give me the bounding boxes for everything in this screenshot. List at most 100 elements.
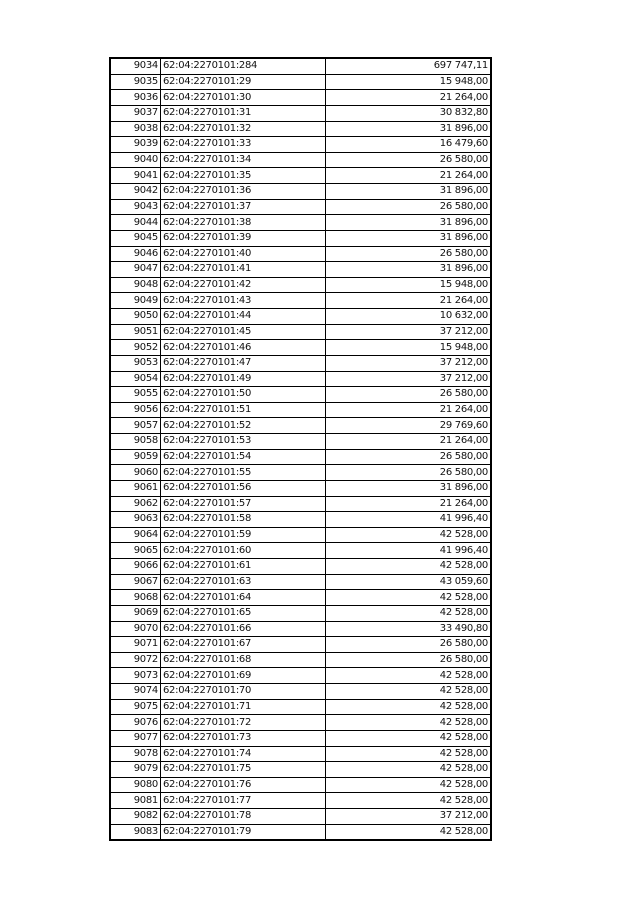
- table-row: 9074 62:04:2270101:70 42 528,00: [110, 683, 491, 700]
- cadastral-number-cell: 62:04:2270101:51: [160, 401, 326, 419]
- cadastral-number-cell: 62:04:2270101:32: [160, 120, 326, 138]
- cadastral-number-cell: 62:04:2270101:29: [160, 73, 326, 91]
- cadastral-value-table: 9034 62:04:2270101:284 697 747,11 9035 62:04…: [109, 56, 492, 842]
- cadastral-value-cell: 42 528,00: [325, 729, 491, 747]
- cadastral-number-cell: 62:04:2270101:63: [160, 573, 326, 591]
- cadastral-value-cell: 26 580,00: [325, 151, 491, 169]
- cadastral-number-cell: 62:04:2270101:78: [160, 808, 326, 825]
- table-row: 9073 62:04:2270101:69 42 528,00: [110, 667, 491, 684]
- table-row: 9071 62:04:2270101:67 26 580,00: [110, 636, 491, 653]
- table-row: 9080 62:04:2270101:76 42 528,00: [110, 776, 491, 794]
- cadastral-number-cell: 62:04:2270101:49: [160, 370, 326, 388]
- cadastral-number-cell: 62:04:2270101:36: [160, 183, 326, 200]
- table-row: 9047 62:04:2270101:41 31 896,00: [110, 261, 491, 278]
- row-number-cell: 9053: [110, 354, 161, 372]
- table-row: 9055 62:04:2270101:50 26 580,00: [110, 386, 491, 403]
- row-number-cell: 9049: [110, 292, 161, 309]
- cadastral-number-cell: 62:04:2270101:76: [160, 776, 326, 794]
- cadastral-value-cell: 37 212,00: [325, 354, 491, 372]
- table-row: 9043 62:04:2270101:37 26 580,00: [110, 198, 491, 216]
- table-row: 9038 62:04:2270101:32 31 896,00: [110, 120, 491, 138]
- table-row: 9036 62:04:2270101:30 21 264,00: [110, 89, 491, 106]
- row-number-cell: 9037: [110, 104, 161, 122]
- cadastral-number-cell: 62:04:2270101:37: [160, 198, 326, 216]
- row-number-cell: 9068: [110, 589, 161, 606]
- row-number-cell: 9062: [110, 495, 161, 513]
- cadastral-value-cell: 10 632,00: [325, 308, 491, 325]
- cadastral-value-cell: 26 580,00: [325, 386, 491, 403]
- cadastral-value-cell: 26 580,00: [325, 651, 491, 669]
- cadastral-number-cell: 62:04:2270101:70: [160, 683, 326, 700]
- row-number-cell: 9052: [110, 339, 161, 356]
- cadastral-number-cell: 62:04:2270101:65: [160, 604, 326, 622]
- cadastral-value-cell: 43 059,60: [325, 573, 491, 591]
- row-number-cell: 9079: [110, 761, 161, 778]
- cadastral-value-cell: 42 528,00: [325, 698, 491, 716]
- table-row: 9057 62:04:2270101:52 29 769,60: [110, 417, 491, 434]
- row-number-cell: 9075: [110, 698, 161, 716]
- row-number-cell: 9059: [110, 448, 161, 466]
- row-number-cell: 9070: [110, 620, 161, 638]
- table-row: 9039 62:04:2270101:33 16 479,60: [110, 136, 491, 153]
- row-number-cell: 9066: [110, 558, 161, 575]
- table-row: 9052 62:04:2270101:46 15 948,00: [110, 339, 491, 356]
- row-number-cell: 9083: [110, 823, 161, 841]
- row-number-cell: 9042: [110, 183, 161, 200]
- row-number-cell: 9078: [110, 745, 161, 763]
- cadastral-number-cell: 62:04:2270101:69: [160, 667, 326, 684]
- table-row: 9083 62:04:2270101:79 42 528,00: [110, 823, 491, 841]
- table-row: 9079 62:04:2270101:75 42 528,00: [110, 761, 491, 778]
- table-row: 9050 62:04:2270101:44 10 632,00: [110, 308, 491, 325]
- cadastral-value-cell: 37 212,00: [325, 808, 491, 825]
- row-number-cell: 9073: [110, 667, 161, 684]
- cadastral-value-cell: 21 264,00: [325, 292, 491, 309]
- cadastral-number-cell: 62:04:2270101:75: [160, 761, 326, 778]
- cadastral-number-cell: 62:04:2270101:39: [160, 229, 326, 247]
- row-number-cell: 9047: [110, 261, 161, 278]
- cadastral-number-cell: 62:04:2270101:79: [160, 823, 326, 841]
- cadastral-number-cell: 62:04:2270101:74: [160, 745, 326, 763]
- cadastral-value-cell: 21 264,00: [325, 495, 491, 513]
- cadastral-value-cell: 37 212,00: [325, 323, 491, 341]
- cadastral-value-cell: 42 528,00: [325, 776, 491, 794]
- cadastral-value-cell: 26 580,00: [325, 448, 491, 466]
- cadastral-number-cell: 62:04:2270101:35: [160, 167, 326, 184]
- cadastral-value-cell: 26 580,00: [325, 636, 491, 653]
- row-number-cell: 9035: [110, 73, 161, 91]
- cadastral-value-cell: 21 264,00: [325, 401, 491, 419]
- table-row: 9068 62:04:2270101:64 42 528,00: [110, 589, 491, 606]
- cadastral-value-cell: 26 580,00: [325, 464, 491, 481]
- cadastral-value-cell: 15 948,00: [325, 73, 491, 91]
- cadastral-value-cell: 697 747,11: [325, 58, 491, 75]
- row-number-cell: 9081: [110, 792, 161, 809]
- table-row: 9062 62:04:2270101:57 21 264,00: [110, 495, 491, 513]
- row-number-cell: 9056: [110, 401, 161, 419]
- table-row: 9034 62:04:2270101:284 697 747,11: [110, 58, 491, 75]
- row-number-cell: 9069: [110, 604, 161, 622]
- row-number-cell: 9082: [110, 808, 161, 825]
- row-number-cell: 9036: [110, 89, 161, 106]
- row-number-cell: 9058: [110, 433, 161, 450]
- cadastral-number-cell: 62:04:2270101:31: [160, 104, 326, 122]
- row-number-cell: 9060: [110, 464, 161, 481]
- cadastral-value-cell: 21 264,00: [325, 167, 491, 184]
- table-row: 9064 62:04:2270101:59 42 528,00: [110, 526, 491, 544]
- row-number-cell: 9051: [110, 323, 161, 341]
- table-row: 9044 62:04:2270101:38 31 896,00: [110, 214, 491, 231]
- table-row: 9072 62:04:2270101:68 26 580,00: [110, 651, 491, 669]
- table-row: 9041 62:04:2270101:35 21 264,00: [110, 167, 491, 184]
- cadastral-number-cell: 62:04:2270101:68: [160, 651, 326, 669]
- cadastral-value-cell: 41 996,40: [325, 511, 491, 528]
- table-row: 9066 62:04:2270101:61 42 528,00: [110, 558, 491, 575]
- table-row: 9042 62:04:2270101:36 31 896,00: [110, 183, 491, 200]
- table-row: 9037 62:04:2270101:31 30 832,80: [110, 104, 491, 122]
- cadastral-value-cell: 16 479,60: [325, 136, 491, 153]
- cadastral-value-cell: 31 896,00: [325, 261, 491, 278]
- cadastral-value-cell: 33 490,80: [325, 620, 491, 638]
- table-row: 9063 62:04:2270101:58 41 996,40: [110, 511, 491, 528]
- row-number-cell: 9076: [110, 714, 161, 731]
- cadastral-value-cell: 31 896,00: [325, 183, 491, 200]
- table-row: 9035 62:04:2270101:29 15 948,00: [110, 73, 491, 91]
- cadastral-number-cell: 62:04:2270101:72: [160, 714, 326, 731]
- cadastral-value-cell: 15 948,00: [325, 276, 491, 294]
